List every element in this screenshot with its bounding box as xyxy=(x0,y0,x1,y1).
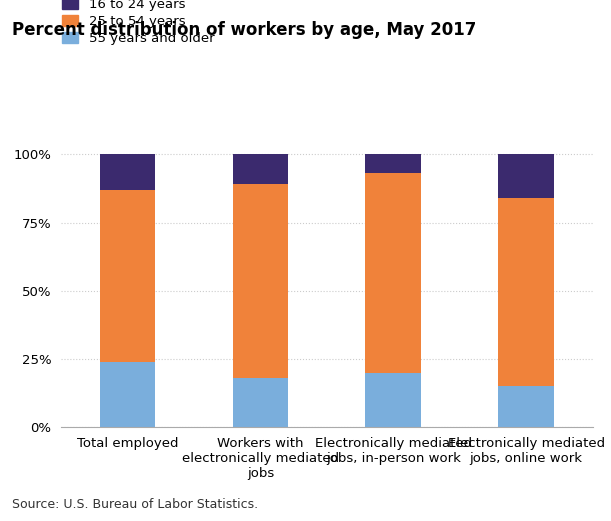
Bar xyxy=(233,154,288,184)
Bar xyxy=(365,154,421,173)
Bar xyxy=(365,173,421,373)
Bar xyxy=(233,378,288,427)
Text: Source: U.S. Bureau of Labor Statistics.: Source: U.S. Bureau of Labor Statistics. xyxy=(12,498,258,511)
Bar xyxy=(100,362,155,427)
Bar xyxy=(365,373,421,427)
Bar xyxy=(233,184,288,378)
Bar xyxy=(499,198,554,386)
Bar xyxy=(499,154,554,198)
Bar xyxy=(499,386,554,427)
Bar xyxy=(100,154,155,190)
Legend: 16 to 24 years, 25 to 54 years, 55 years and older: 16 to 24 years, 25 to 54 years, 55 years… xyxy=(62,0,214,45)
Text: Percent distribution of workers by age, May 2017: Percent distribution of workers by age, … xyxy=(12,21,477,39)
Bar xyxy=(100,190,155,362)
